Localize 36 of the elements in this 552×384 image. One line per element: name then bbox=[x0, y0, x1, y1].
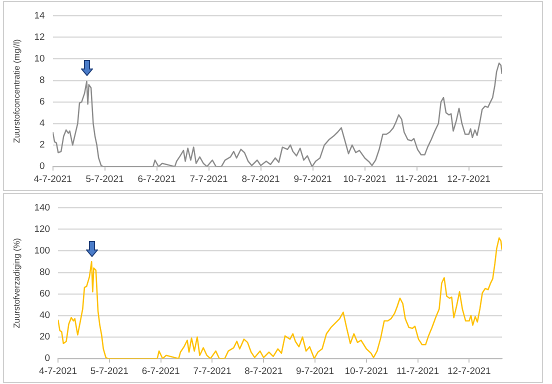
y-tick-label: 100 bbox=[34, 245, 50, 256]
y-tick-label: 120 bbox=[34, 224, 50, 235]
x-tick-label: 12-7-2021 bbox=[447, 174, 490, 185]
y-tick-label: 8 bbox=[39, 74, 45, 86]
x-tick-label: 9-7-2021 bbox=[296, 366, 334, 377]
y-tick-label: 60 bbox=[39, 288, 50, 300]
y-tick-label: 140 bbox=[34, 202, 50, 214]
y-tick-label: 2 bbox=[39, 140, 45, 151]
y-tick-label: 20 bbox=[39, 332, 50, 343]
x-tick-label: 7-7-2021 bbox=[193, 366, 232, 377]
x-tick-label: 4-7-2021 bbox=[34, 174, 72, 185]
x-tick-label: 8-7-2021 bbox=[244, 366, 283, 377]
y-tick-label: 6 bbox=[39, 96, 45, 108]
x-tick-label: 6-7-2021 bbox=[142, 366, 180, 377]
x-tick-label: 4-7-2021 bbox=[39, 366, 78, 377]
y-tick-label: 0 bbox=[44, 353, 50, 364]
x-tick-label: 9-7-2021 bbox=[294, 174, 332, 185]
y-tick-label: 12 bbox=[34, 32, 45, 43]
x-tick-label: 5-7-2021 bbox=[86, 174, 124, 185]
x-tick-label: 6-7-2021 bbox=[138, 174, 176, 185]
x-tick-label: 5-7-2021 bbox=[90, 366, 128, 377]
y-tick-label: 10 bbox=[34, 53, 45, 64]
y-tick-label: 0 bbox=[39, 161, 45, 172]
y-axis-title: Zuurstofconcentratie (mg//l) bbox=[11, 39, 22, 144]
y-axis-title: Zuurstofverzadiging (%) bbox=[11, 238, 22, 328]
x-tick-label: 10-7-2021 bbox=[344, 366, 388, 377]
x-tick-label: 7-7-2021 bbox=[190, 174, 228, 185]
x-tick-label: 11-7-2021 bbox=[396, 366, 440, 377]
x-tick-label: 8-7-2021 bbox=[242, 174, 280, 185]
y-tick-label: 14 bbox=[34, 10, 45, 22]
y-tick-label: 4 bbox=[39, 118, 45, 130]
x-tick-label: 12-7-2021 bbox=[448, 366, 491, 377]
y-tick-label: 80 bbox=[39, 266, 50, 278]
x-tick-label: 11-7-2021 bbox=[395, 174, 438, 185]
y-tick-label: 40 bbox=[39, 310, 50, 322]
x-tick-label: 10-7-2021 bbox=[343, 174, 386, 185]
